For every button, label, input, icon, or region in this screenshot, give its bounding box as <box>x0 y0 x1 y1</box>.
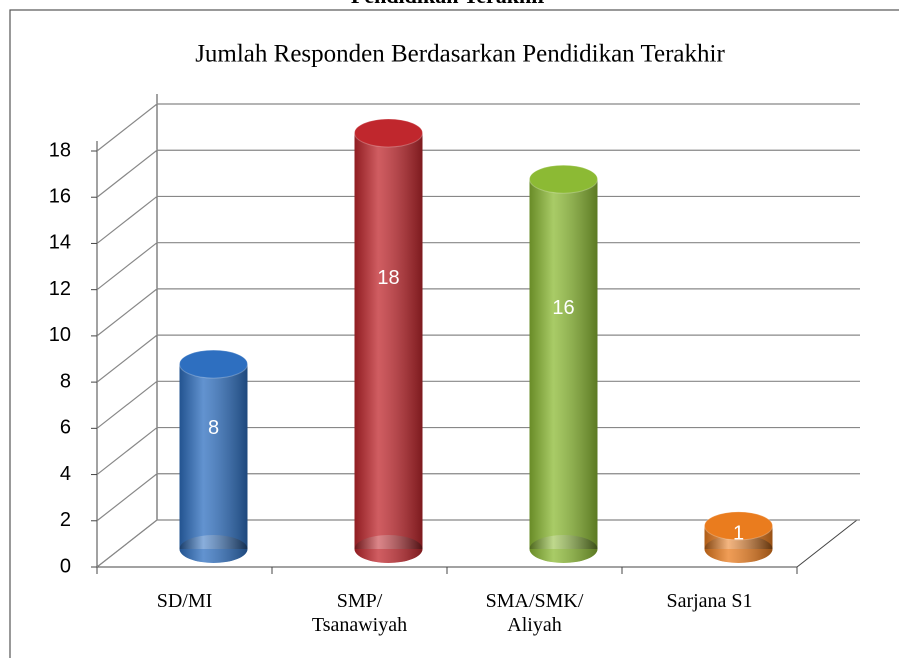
y-tick-label: 4 <box>60 463 71 485</box>
bar-base-shade <box>179 535 248 563</box>
bar-top <box>179 349 248 379</box>
y-tick-label: 16 <box>49 186 71 208</box>
x-tick-label: Sarjana S1 <box>666 590 753 612</box>
y-tick-label: 12 <box>49 278 71 300</box>
grid-line <box>96 195 860 244</box>
grid-line <box>96 426 860 476</box>
grid-line <box>96 288 860 337</box>
y-tick-label: 14 <box>49 232 71 254</box>
data-label: 18 <box>377 267 399 289</box>
bar-top <box>704 511 773 541</box>
bar-base-shade <box>354 535 423 563</box>
data-label: 1 <box>733 522 744 544</box>
data-label: 8 <box>208 417 219 439</box>
grid-line <box>96 242 860 291</box>
grid-line <box>96 519 860 568</box>
grid-line <box>96 334 860 383</box>
x-tick-label: SMP/ Tsanawiyah <box>311 590 408 636</box>
chart-title: Jumlah Responden Berdasarkan Pendidikan … <box>195 41 725 68</box>
bar-shade <box>529 179 598 549</box>
data-label: 16 <box>552 297 574 319</box>
bars: 8 18 16 1 <box>179 118 773 563</box>
y-tick-label: 2 <box>60 509 71 531</box>
x-tick-label: SMA/SMK/ Aliyah <box>485 590 584 636</box>
grid-line <box>96 473 860 522</box>
y-tick-label: 18 <box>49 139 71 161</box>
bar-shade <box>179 364 248 549</box>
heading: Pendidikan Terakhir <box>351 0 547 8</box>
y-tick-label: 6 <box>60 417 71 439</box>
grid-line <box>96 103 860 152</box>
bar-top <box>354 118 423 148</box>
bar-base-shade <box>704 535 773 563</box>
chart-frame <box>9 9 899 658</box>
y-tick-label: 8 <box>60 370 71 392</box>
bar-shade <box>354 133 423 549</box>
y-tick-label: 10 <box>49 324 71 346</box>
grid-line <box>96 380 860 429</box>
bar-top <box>529 164 598 194</box>
grid-line <box>96 149 860 198</box>
x-tick-label: SD/MI <box>156 590 213 612</box>
bar-base-shade <box>529 535 598 563</box>
y-tick-label: 0 <box>60 555 71 577</box>
